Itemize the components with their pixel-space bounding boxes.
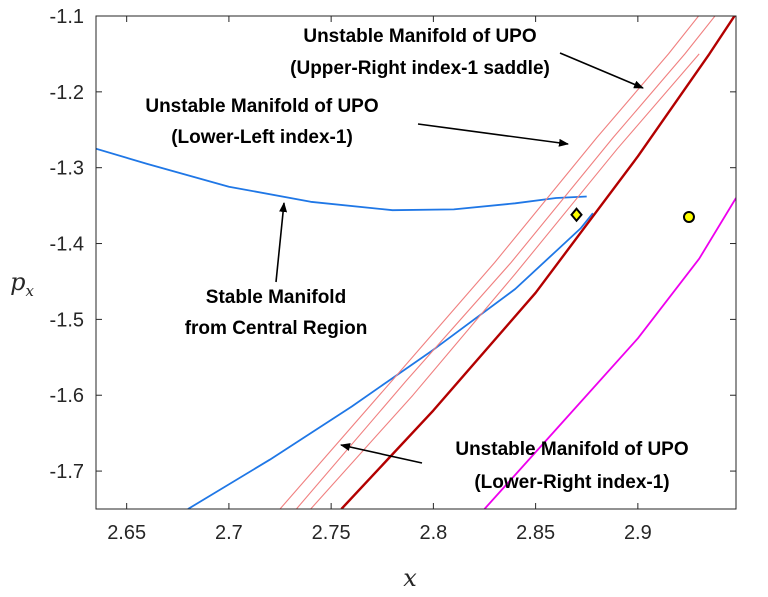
series-line-2: [279, 16, 700, 509]
annotation-lower-left-line2: (Lower-Left index-1): [171, 127, 353, 148]
y-tick-label: -1.4: [50, 234, 84, 256]
annotation-upper-right-line2: (Upper-Right index-1 saddle): [290, 58, 550, 79]
x-axis-label: x: [403, 564, 417, 592]
y-tick-label: -1.1: [50, 6, 84, 28]
series-layer: [96, 16, 736, 509]
y-axis-label: px: [10, 268, 34, 300]
x-tick-label: 2.65: [107, 522, 146, 544]
annotation-stable-line2: from Central Region: [185, 318, 368, 339]
x-tick-label: 2.8: [419, 522, 447, 544]
annotations: Unstable Manifold of UPO (Upper-Right in…: [145, 26, 688, 493]
annotation-lower-right-line1: Unstable Manifold of UPO: [455, 439, 688, 460]
annotation-lower-right-line2: (Lower-Right index-1): [474, 472, 669, 493]
annotation-upper-right-line1: Unstable Manifold of UPO: [303, 26, 536, 47]
series-line-0: [96, 147, 587, 212]
point-marker-0: [570, 207, 583, 223]
points-layer: [570, 207, 695, 223]
y-tick-label: -1.2: [50, 82, 84, 104]
x-tick-label: 2.7: [215, 522, 243, 544]
y-tick-label: -1.5: [50, 309, 84, 331]
series-line-1: [187, 212, 594, 509]
y-tick-label: -1.6: [50, 385, 84, 407]
x-tick-label: 2.85: [516, 522, 555, 544]
annotation-stable-line1: Stable Manifold: [206, 287, 346, 308]
series-line-3: [295, 16, 716, 509]
series-line-6: [483, 197, 736, 509]
annotation-lower-left-line1: Unstable Manifold of UPO: [145, 96, 378, 117]
arrow-upper-right: [559, 52, 644, 89]
plot-frame: [95, 15, 737, 510]
y-tick-label: -1.7: [50, 461, 84, 483]
arrow-lower-left: [417, 123, 569, 147]
x-ticks: 2.65 2.7 2.75 2.8 2.85 2.9: [107, 16, 652, 544]
y-tick-label: -1.3: [50, 158, 84, 180]
x-tick-label: 2.75: [312, 522, 351, 544]
arrow-lower-right: [340, 443, 423, 464]
point-marker-1: [682, 210, 695, 223]
y-ticks: -1.1 -1.2 -1.3 -1.4 -1.5 -1.6 -1.7: [50, 6, 736, 483]
x-tick-label: 2.9: [624, 522, 652, 544]
series-line-4: [310, 53, 700, 509]
series-line-5: [340, 16, 736, 509]
arrow-stable: [275, 202, 288, 283]
